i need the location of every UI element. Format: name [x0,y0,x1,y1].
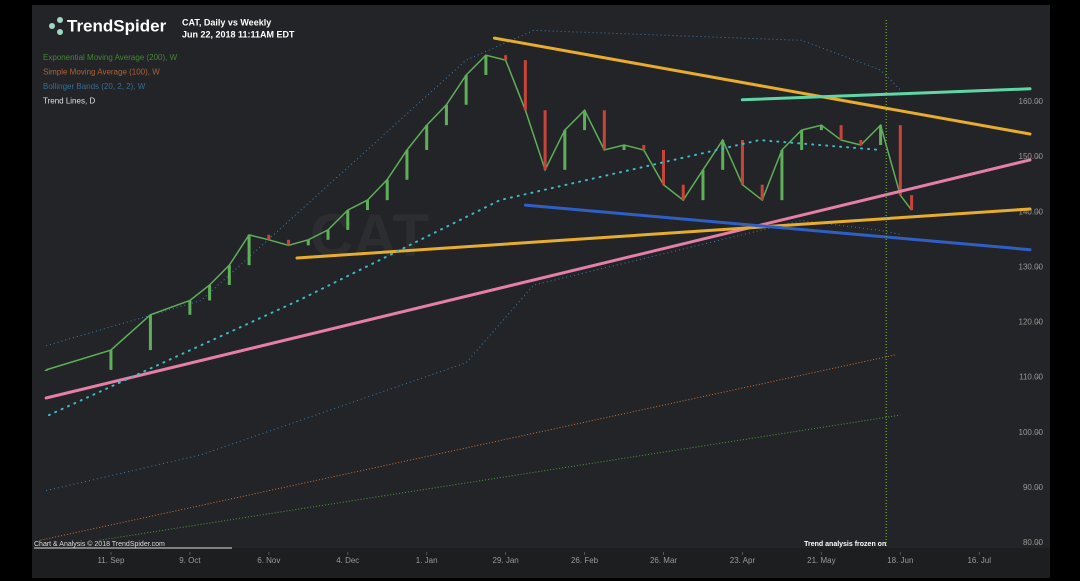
candle [227,265,231,286]
candle [504,55,508,61]
candle [464,75,468,105]
x-tick-label: 6. Nov [257,556,280,565]
trend-line [47,139,882,417]
x-tick-label: 21. May [807,556,835,565]
candle [148,314,152,351]
candle [583,110,587,131]
candle [208,285,212,301]
candle [385,179,389,201]
x-tick-label: 18. Jun [887,556,913,565]
y-tick-label: 100.00 [1019,428,1044,437]
candle [681,184,685,201]
annotation: Trend analysis frozen on [804,541,886,548]
candle [306,239,310,246]
trend-line [44,158,1032,400]
trend-line [740,87,1032,102]
x-tick-label: 26. Feb [571,556,599,565]
candle [523,60,527,111]
x-tick-label: 16. Jul [967,556,991,565]
candle [44,369,48,371]
candle [780,149,784,201]
candle [287,239,291,246]
candle [910,195,914,211]
x-tick-label: 1. Jan [416,556,438,565]
candle [740,140,744,185]
x-tick-label: 26. Mar [650,556,677,565]
candle [326,229,330,240]
trend-line [295,207,1032,260]
x-tick-label: 23. Apr [730,556,756,565]
candle [642,145,646,150]
x-tick-label: 29. Jan [493,556,519,565]
trend-line [523,203,1032,252]
candle [346,210,350,230]
candle [859,140,863,146]
candle [879,125,883,146]
panel [32,5,1050,578]
legend-entry: Bollinger Bands (20, 2, 2), W [43,82,146,91]
y-tick-label: 160.00 [1019,97,1044,106]
candle [819,125,823,131]
candle [109,350,113,370]
y-tick-label: 110.00 [1019,373,1043,382]
chart-subtitle: Jun 22, 2018 11:11AM EDT [182,29,295,39]
candle [563,130,567,170]
y-tick-label: 80.00 [1023,538,1044,547]
candle [484,55,488,76]
candle [405,149,409,180]
candle [800,130,804,150]
chart-title: CAT, Daily vs Weekly [182,17,271,27]
legend-entry: Simple Moving Average (100), W [43,68,160,77]
candle [662,149,666,185]
brand: TrendSpider [67,16,167,35]
y-tick-label: 90.00 [1023,483,1044,492]
x-tick-label: 4. Dec [336,556,359,565]
legend-entry: Exponential Moving Average (200), W [43,53,178,62]
candle [839,125,843,141]
legend-entry: Trend Lines, D [43,97,95,106]
candle [247,234,251,266]
candle [721,140,725,170]
y-tick-label: 150.00 [1019,152,1044,161]
footer: Chart & Analysis © 2018 TrendSpider.com [34,540,165,548]
candle [622,145,626,150]
y-tick-label: 120.00 [1019,318,1044,327]
ema-line [99,414,901,541]
candle [898,125,902,196]
candle [425,125,429,150]
watermark: CAT [310,202,429,269]
x-tick-label: 11. Sep [97,556,125,565]
candle [444,104,448,126]
candle [267,234,271,240]
logo [49,17,63,35]
y-tick-label: 140.00 [1019,207,1044,216]
candle [188,300,192,315]
candle [701,169,705,201]
x-tick-label: 9. Oct [179,556,201,565]
candle [602,110,606,150]
x-axis-strip [32,548,1050,578]
trend-line [492,36,1032,136]
candle [760,184,764,201]
candle [543,110,547,170]
candle [365,200,369,211]
y-tick-label: 130.00 [1019,262,1044,271]
price-line [45,54,913,371]
